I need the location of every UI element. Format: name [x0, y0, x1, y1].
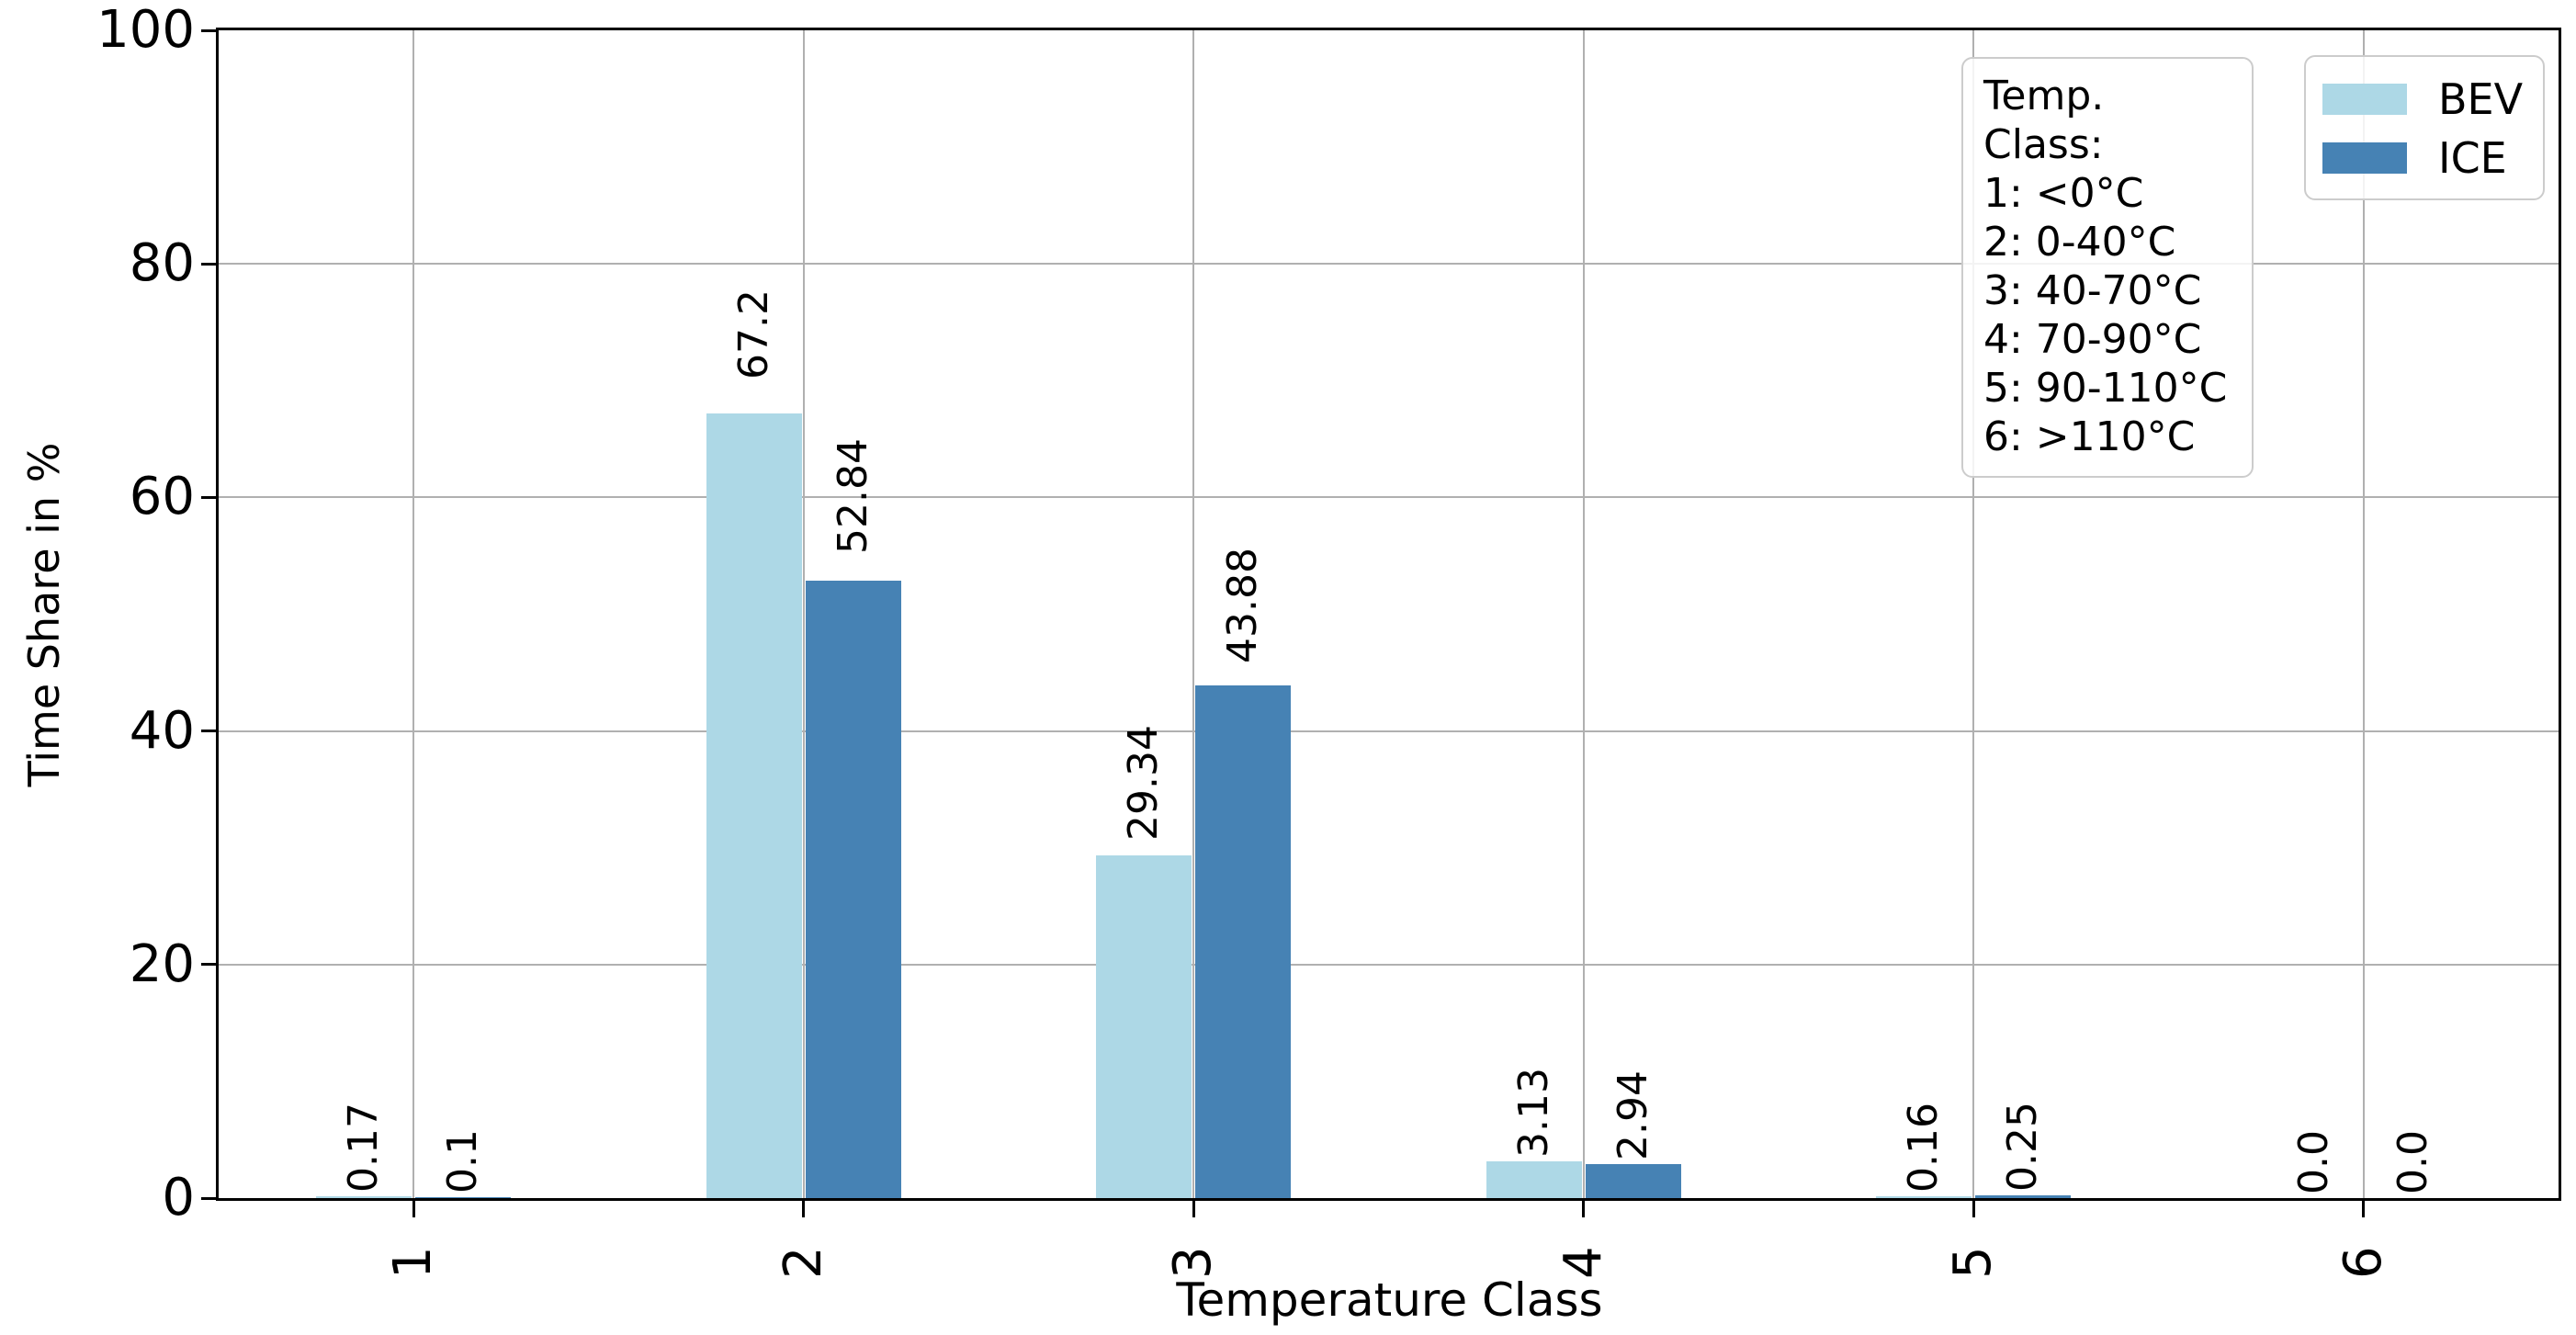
legend-label-bev: BEV — [2438, 74, 2524, 124]
bar-ice-class-3 — [1195, 685, 1292, 1198]
legend-row-bev: BEV — [2322, 75, 2543, 123]
bar-bev-class-1 — [316, 1195, 412, 1198]
bar-value-label-ice-class-1: 0.1 — [439, 1128, 487, 1194]
bar-value-label-ice-class-5: 0.25 — [1999, 1101, 2047, 1192]
gridline-y-20 — [219, 963, 2559, 966]
x-tick-mark-1 — [412, 1201, 415, 1217]
temp-class-annotation-title: Temp. Class: — [1983, 73, 2105, 168]
x-tick-mark-5 — [1972, 1201, 1975, 1217]
bar-value-label-bev-class-4: 3.13 — [1509, 1068, 1557, 1159]
y-tick-label-100: 100 — [96, 0, 195, 60]
bar-ice-class-2 — [805, 581, 901, 1198]
gridline-x-1 — [412, 30, 415, 1198]
temp-class-line-2: 2: 0-40°C — [1983, 219, 2176, 266]
x-tick-mark-4 — [1582, 1201, 1586, 1217]
gridline-x-6 — [2362, 30, 2365, 1198]
y-tick-mark-40 — [201, 730, 217, 733]
bar-value-label-ice-class-6: 0.0 — [2389, 1130, 2436, 1194]
y-tick-mark-100 — [201, 28, 217, 32]
y-tick-label-0: 0 — [162, 1168, 195, 1228]
legend-swatch-ice — [2322, 142, 2407, 174]
legend-label-ice: ICE — [2438, 133, 2507, 183]
gridline-x-5 — [1972, 30, 1975, 1198]
bar-value-label-bev-class-5: 0.16 — [1900, 1102, 1948, 1193]
temp-class-line-6: 6: >110°C — [1983, 413, 2196, 460]
bar-bev-class-4 — [1486, 1161, 1582, 1198]
bar-bev-class-5 — [1876, 1195, 1972, 1198]
legend-row-ice: ICE — [2322, 134, 2543, 182]
bar-value-label-bev-class-6: 0.0 — [2289, 1130, 2337, 1194]
y-tick-mark-80 — [201, 262, 217, 266]
y-tick-label-80: 80 — [129, 233, 195, 294]
y-tick-label-40: 40 — [129, 700, 195, 761]
y-tick-mark-0 — [201, 1196, 217, 1200]
bar-ice-class-1 — [415, 1196, 512, 1198]
legend-swatch-bev — [2322, 84, 2407, 115]
gridline-x-3 — [1192, 30, 1195, 1198]
bar-bev-class-2 — [706, 413, 802, 1198]
temp-class-annotation-lines: 1: <0°C 2: 0-40°C 3: 40-70°C 4: 70-90°C 5: 9… — [1983, 169, 2231, 461]
y-tick-label-20: 20 — [129, 933, 195, 994]
temp-class-line-5: 5: 90-110°C — [1983, 365, 2228, 412]
gridline-y-80 — [219, 263, 2559, 266]
y-tick-label-60: 60 — [129, 467, 195, 527]
temp-class-annotation-box: Temp. Class: 1: <0°C 2: 0-40°C 3: 40-70°C 4… — [1961, 57, 2254, 478]
bar-value-label-ice-class-4: 2.94 — [1609, 1069, 1656, 1160]
temp-class-line-4: 4: 70-90°C — [1983, 316, 2202, 363]
y-tick-mark-20 — [201, 963, 217, 967]
series-legend: BEV ICE — [2304, 55, 2545, 200]
gridline-x-2 — [802, 30, 805, 1198]
bar-value-label-bev-class-1: 0.17 — [340, 1102, 388, 1193]
temp-class-line-1: 1: <0°C — [1983, 170, 2144, 217]
gridline-y-40 — [219, 730, 2559, 732]
bar-value-label-bev-class-2: 67.2 — [729, 288, 777, 379]
x-tick-mark-2 — [802, 1201, 806, 1217]
x-axis-label: Temperature Class — [1176, 1273, 1603, 1327]
bar-ice-class-4 — [1585, 1163, 1681, 1198]
x-tick-mark-3 — [1192, 1201, 1195, 1217]
bar-value-label-ice-class-3: 43.88 — [1219, 548, 1267, 664]
gridline-x-4 — [1582, 30, 1585, 1198]
x-tick-mark-6 — [2362, 1201, 2366, 1217]
bar-value-label-bev-class-3: 29.34 — [1120, 724, 1168, 841]
bar-value-label-ice-class-2: 52.84 — [829, 438, 876, 555]
gridline-y-60 — [219, 496, 2559, 499]
bar-bev-class-3 — [1096, 855, 1192, 1198]
bar-ice-class-5 — [1975, 1194, 2072, 1198]
y-tick-mark-60 — [201, 495, 217, 499]
temp-class-line-3: 3: 40-70°C — [1983, 267, 2202, 314]
